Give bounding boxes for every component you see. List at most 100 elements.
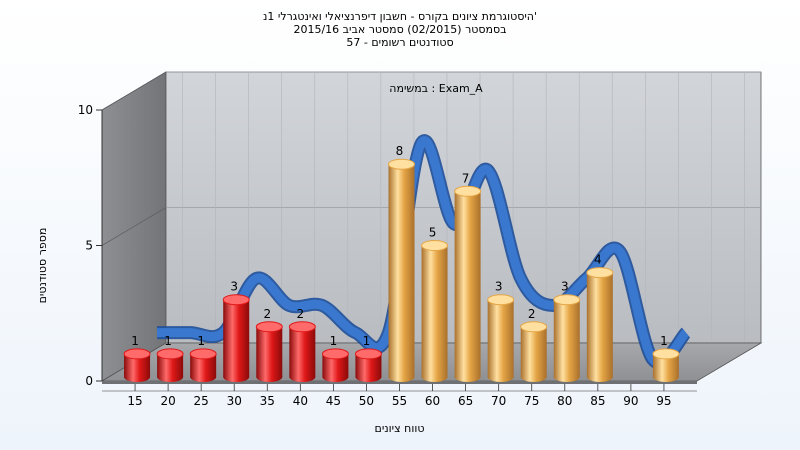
bar-value-label: 1 bbox=[660, 334, 668, 348]
bar-base bbox=[124, 372, 151, 382]
bar-body bbox=[223, 299, 250, 377]
chart-subtitle-semester: בסמסטר (02/2015) סמסטר אביב 2015/16 bbox=[293, 23, 507, 36]
x-tick-label: 70 bbox=[491, 394, 506, 408]
bar-body bbox=[289, 326, 316, 377]
x-axis-label: טווח ציונים bbox=[375, 422, 425, 435]
bar-base bbox=[487, 372, 514, 382]
bar-value-label: 1 bbox=[330, 334, 338, 348]
chart-annotation: במשימה : Exam_A bbox=[389, 82, 483, 95]
bar-value-label: 5 bbox=[429, 226, 437, 240]
bar-body bbox=[322, 353, 349, 377]
bar-body bbox=[586, 272, 613, 377]
x-tick-label: 35 bbox=[260, 394, 275, 408]
bar-50 bbox=[354, 348, 382, 382]
bar-top bbox=[321, 348, 349, 360]
chart-title: היסטוגרמת ציונים בקורס - חשבון דיפרנציאל… bbox=[262, 10, 538, 23]
bar-value-label: 1 bbox=[197, 334, 205, 348]
bar-value-label: 3 bbox=[230, 280, 238, 294]
bar-65 bbox=[454, 185, 482, 382]
bar-top bbox=[388, 158, 415, 170]
bar-body bbox=[157, 353, 184, 377]
bar-body bbox=[124, 353, 151, 377]
bar-top bbox=[553, 294, 581, 306]
x-tick-label: 90 bbox=[623, 394, 638, 408]
bar-55 bbox=[388, 158, 415, 382]
smoothed-line bbox=[157, 136, 690, 367]
chart-subtitle-students: סטודנטים רשומים - 57 bbox=[346, 36, 454, 49]
bar-75 bbox=[520, 321, 548, 382]
bar-value-label: 7 bbox=[462, 171, 470, 185]
bar-top bbox=[487, 294, 515, 306]
bar-base bbox=[256, 372, 283, 382]
bar-top bbox=[222, 294, 250, 306]
bar-95 bbox=[652, 348, 680, 382]
bar-body bbox=[355, 353, 382, 377]
bar-value-label: 2 bbox=[297, 307, 305, 321]
bar-base bbox=[454, 372, 481, 382]
x-tick-label: 20 bbox=[160, 394, 175, 408]
x-tick-label: 45 bbox=[326, 394, 341, 408]
x-tick-label: 85 bbox=[590, 394, 605, 408]
gridline-left bbox=[101, 207, 167, 246]
bar-value-label: 8 bbox=[396, 144, 404, 158]
bar-base bbox=[421, 372, 448, 382]
bar-top bbox=[123, 348, 151, 360]
bar-base bbox=[388, 372, 415, 382]
x-tick-label: 30 bbox=[227, 394, 242, 408]
bar-80 bbox=[553, 294, 581, 382]
floor-front-edge bbox=[102, 381, 697, 384]
bar-top bbox=[520, 321, 548, 333]
bar-15 bbox=[123, 348, 151, 382]
bar-top bbox=[288, 321, 316, 333]
x-tick-label: 75 bbox=[524, 394, 539, 408]
bar-base bbox=[223, 372, 250, 382]
x-tick-label: 95 bbox=[656, 394, 671, 408]
y-tick-label: 5 bbox=[85, 239, 93, 253]
bar-top bbox=[255, 321, 283, 333]
y-tick-label: 0 bbox=[85, 374, 93, 388]
bar-value-label: 2 bbox=[263, 307, 271, 321]
bar-body bbox=[388, 164, 415, 377]
bar-body bbox=[454, 191, 481, 377]
bar-45 bbox=[321, 348, 349, 382]
x-tick-label: 40 bbox=[293, 394, 308, 408]
bar-value-label: 3 bbox=[495, 280, 503, 294]
bar-base bbox=[652, 372, 679, 382]
bar-40 bbox=[288, 321, 316, 382]
bar-body bbox=[520, 326, 547, 377]
bar-base bbox=[355, 372, 382, 382]
bar-20 bbox=[156, 348, 184, 382]
bar-top bbox=[156, 348, 184, 360]
x-tick-label: 55 bbox=[392, 394, 407, 408]
x-tick-label: 60 bbox=[425, 394, 440, 408]
bar-value-label: 1 bbox=[131, 334, 139, 348]
bar-value-label: 1 bbox=[164, 334, 172, 348]
bar-body bbox=[553, 299, 580, 377]
bar-top bbox=[454, 185, 482, 197]
chart-titles: היסטוגרמת ציונים בקורס - חשבון דיפרנציאל… bbox=[0, 10, 800, 49]
bar-base bbox=[190, 372, 217, 382]
bar-top bbox=[421, 240, 449, 251]
bar-base bbox=[520, 372, 547, 382]
gridline-left bbox=[101, 71, 167, 111]
bar-25 bbox=[189, 348, 217, 382]
bar-top bbox=[652, 348, 680, 360]
bar-value-label: 3 bbox=[561, 280, 569, 294]
bar-base bbox=[157, 372, 184, 382]
bar-base bbox=[289, 372, 316, 382]
bar-body bbox=[190, 353, 217, 377]
x-tick-label: 25 bbox=[194, 394, 209, 408]
bar-70 bbox=[487, 294, 515, 382]
bar-value-label: 4 bbox=[594, 253, 602, 267]
x-tick-label: 65 bbox=[458, 394, 473, 408]
bar-base bbox=[322, 372, 349, 382]
bar-60 bbox=[421, 240, 449, 382]
bar-value-label: 1 bbox=[363, 334, 371, 348]
bar-top bbox=[189, 348, 217, 360]
bar-body bbox=[256, 326, 283, 377]
bar-value-label: 2 bbox=[528, 307, 536, 321]
bar-30 bbox=[222, 294, 250, 382]
x-tick-label: 50 bbox=[359, 394, 374, 408]
bar-35 bbox=[255, 321, 283, 382]
